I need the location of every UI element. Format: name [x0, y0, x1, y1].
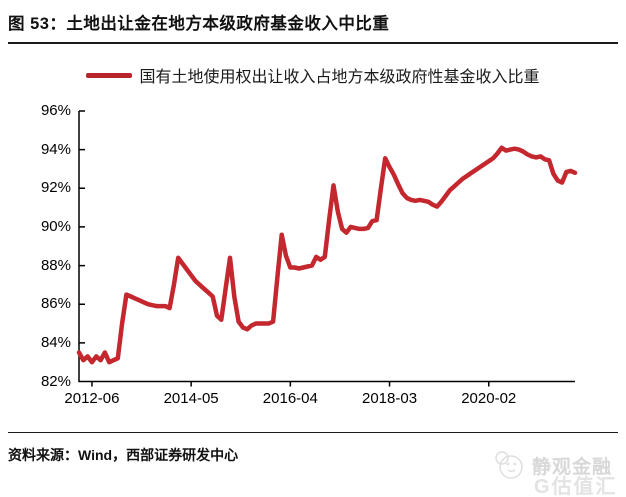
chart-axes — [78, 110, 575, 387]
x-axis-tick-label: 2018-03 — [362, 389, 418, 407]
x-axis-tick-label: 2020-02 — [461, 389, 517, 407]
legend-line-swatch — [86, 72, 133, 78]
figure-title: 图 53：土地出让金在地方本级政府基金收入中比重 — [8, 15, 390, 33]
footer-divider — [8, 432, 618, 433]
y-axis-tick-label: 90% — [40, 217, 71, 235]
x-axis-tick-label: 2012-06 — [64, 389, 120, 407]
title-divider — [8, 42, 618, 44]
watermark: 静观金融 G估值汇 — [492, 448, 622, 497]
watermark-secondary-text: G估值汇 — [534, 476, 618, 497]
y-axis-tick-label: 84% — [40, 333, 71, 351]
x-axis-tick-label: 2014-05 — [163, 389, 219, 407]
series-line — [76, 145, 578, 365]
legend-series-label: 国有土地使用权出让收入占地方本级政府性基金收入比重 — [139, 69, 540, 86]
y-axis-tick-label: 94% — [40, 140, 71, 158]
y-axis-tick-label: 92% — [40, 179, 71, 197]
y-axis-tick-label: 86% — [40, 295, 71, 313]
watermark-mascot-icon — [495, 451, 523, 479]
x-axis-tick-label: 2016-04 — [262, 389, 318, 407]
y-axis-tick-label: 88% — [40, 256, 71, 274]
y-axis-tick-label: 96% — [40, 102, 71, 119]
data-source-note: 资料来源：Wind，西部证券研发中心 — [8, 447, 239, 463]
y-axis-tick-label: 82% — [40, 372, 71, 390]
chart-legend: 国有土地使用权出让收入占地方本级政府性基金收入比重 — [0, 63, 626, 87]
watermark-primary-text: 静观金融 — [532, 456, 613, 478]
